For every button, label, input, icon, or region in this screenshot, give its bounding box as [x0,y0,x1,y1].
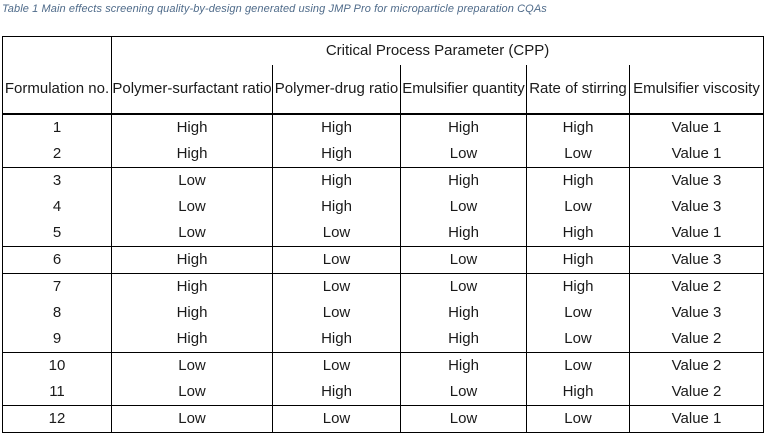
cell-polymer-drug-ratio: High [272,194,401,220]
cell-rate-of-stirring: Low [526,405,630,433]
table-row: 6 High Low Low High Value 3 [2,246,765,274]
cell-rate-of-stirring: High [526,167,630,194]
cell-formulation-number: 9 [2,326,112,353]
cell-emulsifier-quantity: Low [400,246,527,274]
cell-formulation-number: 4 [2,194,112,220]
col-header-polymer-drug-ratio: Polymer-drug ratio [272,65,401,115]
cell-polymer-drug-ratio: High [272,114,401,141]
cell-emulsifier-quantity: High [400,352,527,379]
cell-rate-of-stirring: High [526,246,630,274]
cell-emulsifier-quantity: Low [400,141,527,168]
cell-emulsifier-viscosity: Value 2 [628,379,765,406]
cell-formulation-number: 11 [2,379,112,406]
table-caption: Table 1 Main effects screening quality-b… [2,3,547,15]
cell-formulation-number: 10 [2,352,112,379]
cell-polymer-drug-ratio: Low [272,300,401,326]
cell-polymer-surfactant-ratio: Low [111,379,273,406]
cell-polymer-drug-ratio: Low [272,405,401,433]
table-row: 2 High High Low Low Value 1 [2,141,765,168]
cell-emulsifier-viscosity: Value 1 [628,141,765,168]
cell-emulsifier-quantity: High [400,114,527,141]
cell-formulation-number: 6 [2,246,112,274]
cell-rate-of-stirring: Low [526,352,630,379]
cell-polymer-surfactant-ratio: Low [111,352,273,379]
cell-polymer-surfactant-ratio: Low [111,405,273,433]
table-row: 7 High Low Low High Value 2 [2,273,765,300]
cell-formulation-number: 3 [2,167,112,194]
cell-rate-of-stirring: Low [526,300,630,326]
table-row: 5 Low Low High High Value 1 [2,220,765,247]
cell-emulsifier-viscosity: Value 3 [628,300,765,326]
cell-emulsifier-viscosity: Value 1 [628,405,765,433]
cell-rate-of-stirring: High [526,273,630,300]
cell-polymer-surfactant-ratio: High [111,141,273,168]
cell-rate-of-stirring: Low [526,194,630,220]
table-row: 10 Low Low High Low Value 2 [2,352,765,379]
cell-emulsifier-quantity: High [400,300,527,326]
cell-emulsifier-quantity: Low [400,194,527,220]
col-header-emulsifier-quantity: Emulsifier quantity [400,65,527,115]
cell-polymer-drug-ratio: High [272,167,401,194]
cell-polymer-surfactant-ratio: High [111,300,273,326]
cell-emulsifier-viscosity: Value 2 [628,352,765,379]
cell-polymer-surfactant-ratio: Low [111,220,273,247]
cell-polymer-drug-ratio: Low [272,273,401,300]
cell-emulsifier-quantity: High [400,220,527,247]
cell-polymer-drug-ratio: High [272,141,401,168]
cell-polymer-drug-ratio: Low [272,220,401,247]
cell-emulsifier-viscosity: Value 1 [628,114,765,141]
cell-emulsifier-viscosity: Value 3 [628,246,765,274]
cell-polymer-drug-ratio: Low [272,352,401,379]
table-row: 4 Low High Low Low Value 3 [2,194,765,220]
cell-emulsifier-quantity: High [400,167,527,194]
cell-polymer-drug-ratio: High [272,326,401,353]
cell-emulsifier-viscosity: Value 2 [628,326,765,353]
col-header-formulation: Formulation no. [2,65,112,115]
cell-emulsifier-viscosity: Value 3 [628,194,765,220]
cell-emulsifier-quantity: Low [400,379,527,406]
cell-rate-of-stirring: Low [526,326,630,353]
cell-formulation-number: 7 [2,273,112,300]
col-header-polymer-surfactant-ratio: Polymer-surfactant ratio [111,65,273,115]
cell-formulation-number: 1 [2,114,112,141]
cell-formulation-number: 2 [2,141,112,168]
cell-emulsifier-quantity: High [400,326,527,353]
table-row: 9 High High High Low Value 2 [2,326,765,353]
col-header-rate-of-stirring: Rate of stirring [526,65,630,115]
cell-polymer-surfactant-ratio: Low [111,167,273,194]
table-row: 12 Low Low Low Low Value 1 [2,405,765,433]
cell-emulsifier-viscosity: Value 3 [628,167,765,194]
blank-header-cell [2,36,112,65]
table-row: 8 High Low High Low Value 3 [2,300,765,326]
cell-formulation-number: 5 [2,220,112,247]
cell-emulsifier-quantity: Low [400,273,527,300]
cell-polymer-drug-ratio: Low [272,246,401,274]
table-row: 3 Low High High High Value 3 [2,167,765,194]
cell-emulsifier-viscosity: Value 2 [628,273,765,300]
cell-emulsifier-viscosity: Value 1 [628,220,765,247]
table-row: 11 Low High Low High Value 2 [2,379,765,406]
table-row: 1 High High High High Value 1 [2,114,765,141]
cell-rate-of-stirring: High [526,379,630,406]
cell-polymer-surfactant-ratio: High [111,326,273,353]
cpp-group-header: Critical Process Parameter (CPP) [110,36,765,65]
table-body: 1 High High High High Value 1 2 High High Low Low V… [2,114,765,433]
col-header-emulsifier-viscosity: Emulsifier viscosity [628,65,765,115]
cell-rate-of-stirring: High [526,220,630,247]
cell-polymer-surfactant-ratio: High [111,114,273,141]
cell-polymer-drug-ratio: High [272,379,401,406]
cell-formulation-number: 8 [2,300,112,326]
cell-emulsifier-quantity: Low [400,405,527,433]
cell-polymer-surfactant-ratio: High [111,273,273,300]
cell-rate-of-stirring: Low [526,141,630,168]
cell-polymer-surfactant-ratio: Low [111,194,273,220]
cell-rate-of-stirring: High [526,114,630,141]
cpp-table: Critical Process Parameter (CPP) Formula… [2,36,765,433]
cell-formulation-number: 12 [2,405,112,433]
cell-polymer-surfactant-ratio: High [111,246,273,274]
